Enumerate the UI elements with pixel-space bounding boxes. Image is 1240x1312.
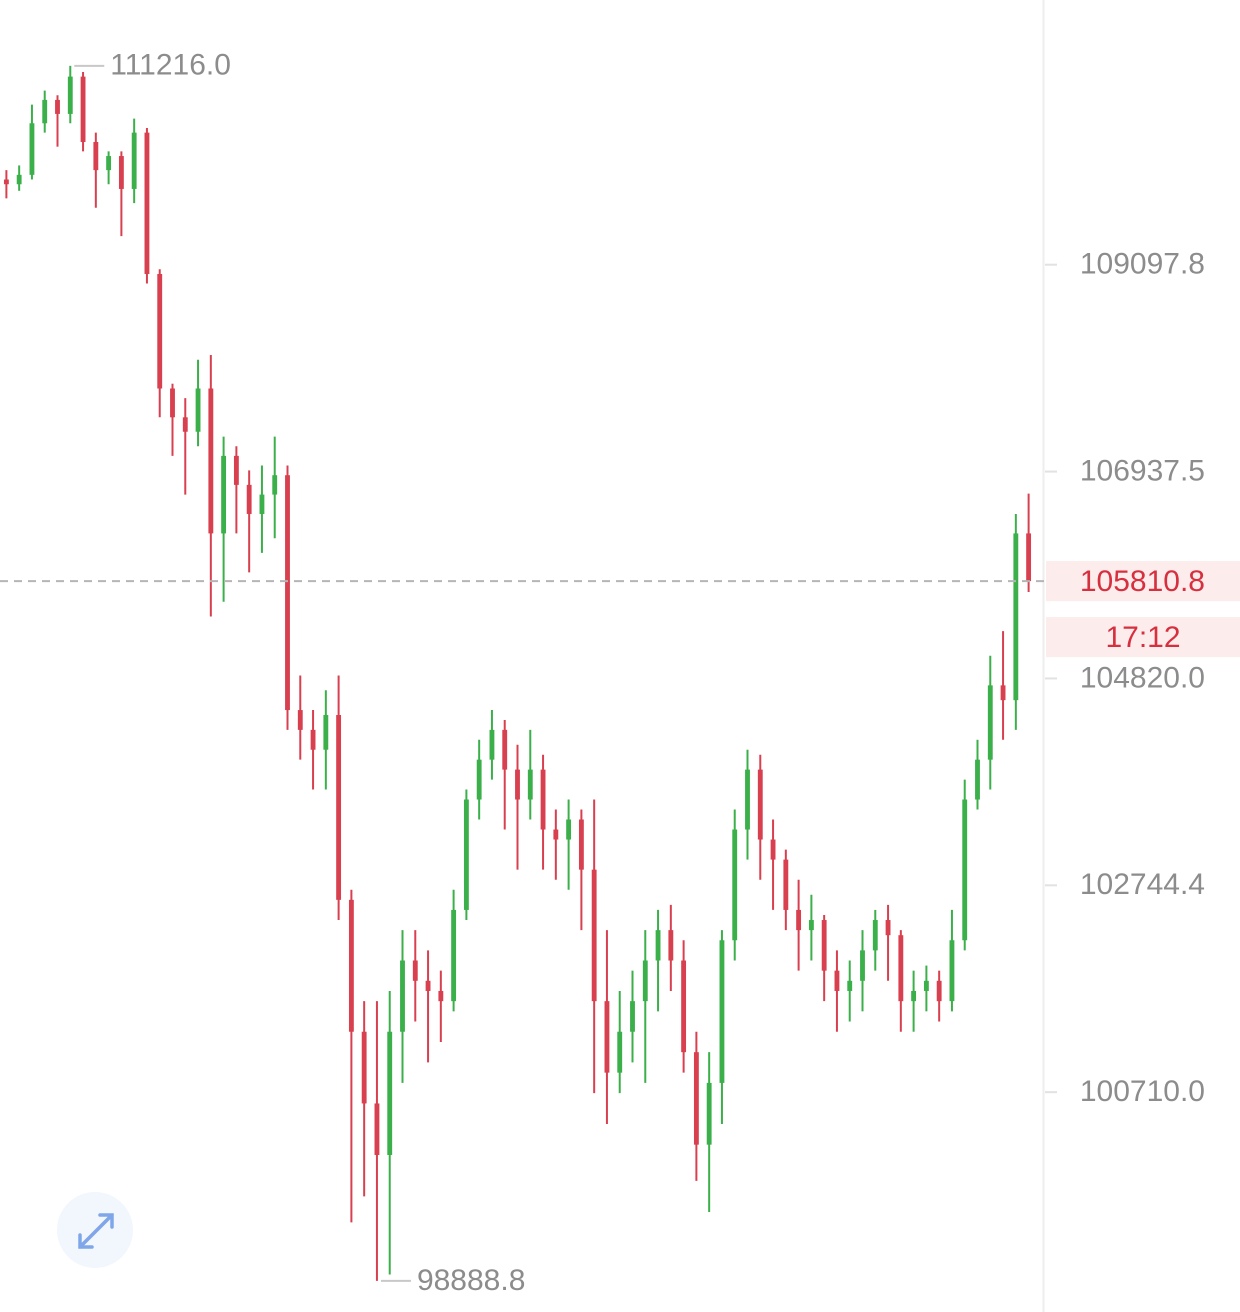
candle-body xyxy=(860,950,865,981)
candle-body xyxy=(374,1103,380,1155)
candle-body xyxy=(540,769,546,830)
candle-body xyxy=(642,960,648,1002)
expand-icon[interactable] xyxy=(78,1213,114,1249)
candle-body xyxy=(400,960,405,1032)
candle-body xyxy=(757,769,763,840)
candle-body xyxy=(502,729,508,770)
candle-body xyxy=(16,174,22,185)
candle-body xyxy=(170,388,175,418)
y-tick-label: 104820.0 xyxy=(1080,661,1205,694)
candle-body xyxy=(246,484,252,514)
candle-body xyxy=(770,839,776,860)
candle-body xyxy=(259,494,265,514)
last-price-label: 105810.8 xyxy=(1080,565,1205,598)
candle-body xyxy=(834,970,840,991)
y-tick-label: 106937.5 xyxy=(1080,454,1205,487)
candle-body xyxy=(412,960,418,981)
candle-body xyxy=(208,388,214,534)
candle-body xyxy=(93,141,99,171)
candle-body xyxy=(144,132,150,274)
candle-body xyxy=(604,1001,610,1073)
candle-body xyxy=(808,920,814,931)
candle-body xyxy=(387,1031,393,1155)
candle-body xyxy=(55,99,60,114)
candle-body xyxy=(783,859,789,910)
candle-body xyxy=(336,715,342,900)
candle-body xyxy=(591,869,597,1002)
countdown-label: 17:12 xyxy=(1105,621,1180,654)
candle-body xyxy=(182,417,188,432)
candle-body xyxy=(42,99,48,124)
candle-body xyxy=(348,899,354,1032)
candle-body xyxy=(67,76,73,114)
candle-body xyxy=(578,819,584,870)
candle-body xyxy=(131,132,137,189)
candle-body xyxy=(719,940,725,1083)
candle-body xyxy=(272,475,278,495)
candle-body xyxy=(310,729,316,750)
extreme-label: 98888.8 xyxy=(417,1264,525,1297)
candle-body xyxy=(706,1082,712,1145)
candle-body xyxy=(821,920,827,971)
candle-body xyxy=(106,156,112,171)
candle-body xyxy=(3,179,9,185)
candle-body xyxy=(987,685,993,760)
countdown-box xyxy=(1046,617,1240,658)
candle-body xyxy=(668,930,674,961)
candle-body xyxy=(527,769,533,800)
candle-body xyxy=(923,980,929,991)
expand-button[interactable] xyxy=(57,1192,133,1268)
candle-body xyxy=(118,156,124,189)
candle-body xyxy=(221,455,227,534)
candle-body xyxy=(885,920,891,936)
candle-body xyxy=(515,769,520,800)
candle-body xyxy=(630,1001,635,1032)
candle-body xyxy=(451,909,457,1002)
candle-body xyxy=(872,920,878,951)
candle-body xyxy=(476,759,482,800)
candle-body xyxy=(438,990,444,1002)
candle-body xyxy=(80,76,86,142)
candle-body xyxy=(553,829,559,840)
candle-body xyxy=(233,455,239,485)
candle-body xyxy=(681,960,687,1053)
y-tick-label: 100710.0 xyxy=(1080,1075,1205,1108)
candle-body xyxy=(29,123,35,175)
candle-body xyxy=(911,990,917,1002)
last-price-box xyxy=(1046,561,1240,602)
candle-body xyxy=(732,829,738,941)
candle-body xyxy=(936,980,942,1002)
candle-body xyxy=(566,819,572,840)
candle-body xyxy=(297,710,303,730)
candle-body xyxy=(617,1031,623,1073)
candle-body xyxy=(898,935,904,1002)
candle-body xyxy=(655,930,661,961)
extreme-label: 111216.0 xyxy=(110,49,231,82)
candle-body xyxy=(949,940,955,1002)
candle-body xyxy=(693,1052,699,1145)
candle-body xyxy=(285,475,290,711)
candle-body xyxy=(361,1031,367,1104)
y-tick-label: 109097.8 xyxy=(1080,248,1205,281)
candle-body xyxy=(975,759,980,800)
candle-body xyxy=(1026,533,1032,582)
candle-body xyxy=(195,388,201,432)
y-tick-label: 102744.4 xyxy=(1080,868,1205,901)
candle-body xyxy=(796,909,802,931)
candle-body xyxy=(847,980,853,991)
candle-body xyxy=(745,769,750,830)
candle-body xyxy=(425,980,431,991)
candle-body xyxy=(157,273,163,389)
candle-body xyxy=(489,729,495,760)
candle-body xyxy=(962,799,968,941)
candle-body xyxy=(1013,533,1019,701)
candle-body xyxy=(323,715,329,750)
candle-body xyxy=(463,799,469,910)
candle-body xyxy=(1000,685,1006,701)
candles xyxy=(3,65,1032,1281)
